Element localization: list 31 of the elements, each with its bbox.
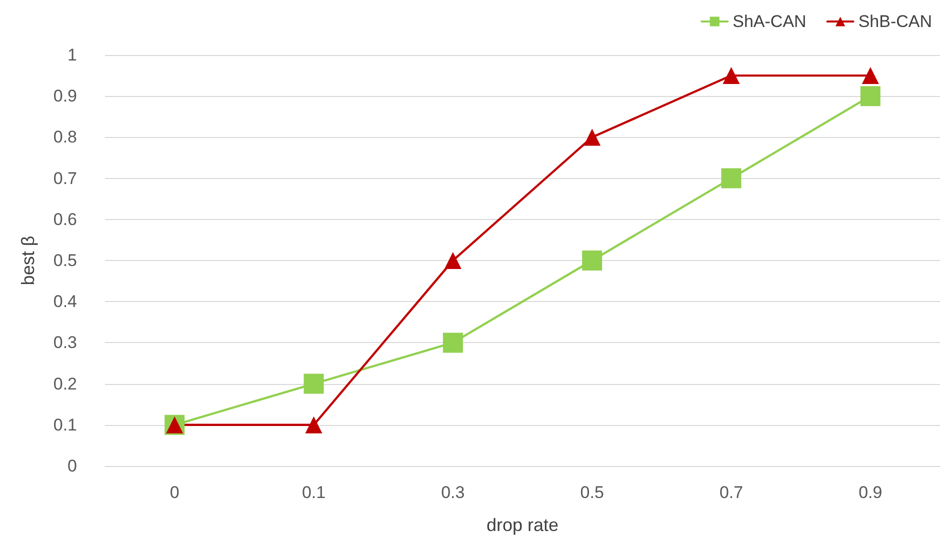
- point: [444, 252, 462, 269]
- point: [584, 128, 601, 146]
- y-tick-label: 0.9: [53, 86, 77, 106]
- y-tick-label: 0.5: [53, 251, 77, 270]
- y-tick-label: 0: [68, 456, 77, 476]
- point: [305, 416, 322, 434]
- y-tick-label: 0.1: [53, 415, 77, 434]
- x-tick-label: 0.1: [302, 483, 326, 502]
- point: [722, 67, 740, 84]
- y-axis-title: best β: [18, 236, 38, 286]
- y-tick-label: 0.3: [53, 333, 77, 352]
- x-tick-label: 0.9: [858, 483, 882, 502]
- point: [721, 168, 742, 188]
- x-tick-label: 0.3: [441, 483, 465, 502]
- x-tick-label: 0.5: [580, 483, 604, 502]
- point: [304, 374, 324, 394]
- y-tick-label: 0.4: [53, 292, 77, 312]
- point: [860, 86, 880, 106]
- y-tick-label: 0.6: [53, 210, 77, 229]
- y-tick-label: 0.7: [53, 168, 77, 188]
- x-tick-label: 0.7: [719, 483, 744, 502]
- x-axis-title: drop rate: [486, 515, 559, 535]
- y-tick-label: 0.2: [53, 374, 77, 394]
- x-tick-label: 0: [170, 483, 180, 502]
- legend-label: ShB-CAN: [858, 12, 932, 31]
- point: [862, 67, 879, 84]
- y-tick-label: 1: [68, 46, 77, 64]
- point: [582, 250, 602, 270]
- legend-label: ShA-CAN: [732, 12, 806, 31]
- point: [442, 332, 463, 353]
- y-tick-label: 0.8: [53, 128, 77, 147]
